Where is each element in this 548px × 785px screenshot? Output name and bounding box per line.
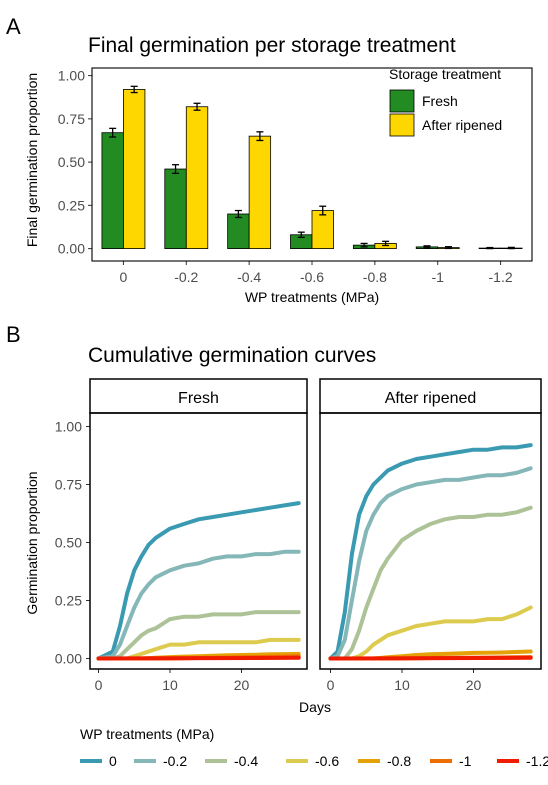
curve-after-ripened-0 xyxy=(328,443,533,661)
panel-b-title: Cumulative germination curves xyxy=(88,344,376,367)
b-y-tick-label: 0.25 xyxy=(55,593,82,609)
b-x-tick-label: 10 xyxy=(394,677,410,693)
legend-b-label-m0p8: -0.8 xyxy=(387,753,411,769)
curve-fresh-m0p4 xyxy=(96,610,301,661)
bar-after-ripened-m0p6 xyxy=(311,210,334,249)
legend-b-label-m0p2: -0.2 xyxy=(163,753,187,769)
panel-a-tag: A xyxy=(6,14,21,39)
legend-a-key-after-ripened xyxy=(389,113,415,137)
curve-fresh-m1p2 xyxy=(96,655,301,661)
panel-a-title: Final germination per storage treatment xyxy=(88,34,456,57)
panel-a-y-axis-label: Final germination proportion xyxy=(24,73,40,247)
bar-fresh-m0p4 xyxy=(227,213,250,249)
legend-b-label-m1: -1 xyxy=(459,753,472,769)
curve-fresh-m0p2 xyxy=(96,549,301,661)
b-x-tick-label: 20 xyxy=(234,677,250,693)
b-x-tick-label: 0 xyxy=(327,677,335,693)
b-y-tick-label: 1.00 xyxy=(55,419,82,435)
panel-a-x-ticks: 0 -0.2 -0.4 -0.6 -0.8 -1 -1.2 xyxy=(120,261,513,285)
panel-a-bars xyxy=(101,89,523,250)
panel-b-x-axis-label: Days xyxy=(299,699,331,715)
bar-after-ripened-0 xyxy=(123,89,146,250)
a-x-tick-label: 0 xyxy=(120,269,128,285)
a-x-tick-label: -0.8 xyxy=(363,269,387,285)
a-y-tick-label: 0.00 xyxy=(58,241,85,257)
legend-a-key-fresh xyxy=(389,89,415,113)
panel-a-legend: Storage treatment Fresh After ripened xyxy=(389,66,502,137)
legend-b-label-m0p4: -0.4 xyxy=(234,753,258,769)
legend-b-title: WP treatments (MPa) xyxy=(80,726,214,742)
panel-b-plot-border-after-ripened xyxy=(319,412,542,670)
b-x-tick-label: 20 xyxy=(466,677,482,693)
panel-a-plot-border xyxy=(91,67,533,262)
b-x-tick-label: 0 xyxy=(95,677,103,693)
bar-fresh-m0p2 xyxy=(164,168,187,250)
a-x-tick-label: -1.2 xyxy=(489,269,513,285)
a-y-tick-label: 0.75 xyxy=(58,111,85,127)
facet-label-after-ripened: After ripened xyxy=(385,390,477,407)
panel-b-y-axis-label: Germination proportion xyxy=(24,471,40,614)
a-x-tick-label: -1 xyxy=(431,269,444,285)
legend-a-label-after-ripened: After ripened xyxy=(422,117,502,133)
b-y-tick-label: 0.00 xyxy=(55,651,82,667)
panel-a-x-axis-label: WP treatments (MPa) xyxy=(245,289,379,305)
a-y-tick-label: 0.50 xyxy=(58,154,85,170)
panel-b-y-ticks: 0.00 0.25 0.50 0.75 1.00 xyxy=(55,419,90,667)
b-y-tick-label: 0.75 xyxy=(55,477,82,493)
panel-b-lines-after-ripened xyxy=(328,443,533,661)
legend-b-label-m0p6: -0.6 xyxy=(315,753,339,769)
curve-after-ripened-m0p2 xyxy=(328,466,533,661)
facet-label-fresh: Fresh xyxy=(178,390,219,407)
panel-b-tag: B xyxy=(6,322,21,347)
panel-b-x-ticks-after-ripened: 0 10 20 xyxy=(327,669,482,693)
b-x-tick-label: 10 xyxy=(162,677,178,693)
bar-fresh-0 xyxy=(101,132,124,250)
a-y-tick-label: 1.00 xyxy=(58,68,85,84)
a-x-tick-label: -0.4 xyxy=(237,269,261,285)
panel-b-plot-border-fresh xyxy=(89,412,308,670)
bar-after-ripened-m0p2 xyxy=(185,106,209,249)
panel-b-lines-fresh xyxy=(96,501,301,661)
panel-a-y-ticks: 0.00 0.25 0.50 0.75 1.00 xyxy=(58,68,92,257)
curve-fresh-0 xyxy=(96,501,301,661)
a-y-tick-label: 0.25 xyxy=(58,197,85,213)
legend-b-label-m1p2: -1.2 xyxy=(526,753,548,769)
panel-b-x-ticks-fresh: 0 10 20 xyxy=(95,669,250,693)
panel-b-legend: 0 -0.2 -0.4 -0.6 -0.8 -1 -1.2 xyxy=(80,753,548,769)
curve-fresh-m0p6 xyxy=(96,637,301,661)
facet-strip-after-ripened xyxy=(319,378,542,414)
legend-a-label-fresh: Fresh xyxy=(422,93,458,109)
curve-after-ripened-m0p6 xyxy=(328,605,533,661)
curve-after-ripened-m0p4 xyxy=(328,505,533,661)
curve-after-ripened-m1p2 xyxy=(328,655,533,661)
legend-b-label-0: 0 xyxy=(109,753,117,769)
a-x-tick-label: -0.6 xyxy=(300,269,324,285)
facet-strip-fresh xyxy=(89,378,308,414)
b-y-tick-label: 0.50 xyxy=(55,535,82,551)
legend-a-title: Storage treatment xyxy=(389,66,501,82)
panel-a-error-bars xyxy=(109,85,515,250)
a-x-tick-label: -0.2 xyxy=(174,269,198,285)
bar-after-ripened-m0p4 xyxy=(248,135,272,249)
